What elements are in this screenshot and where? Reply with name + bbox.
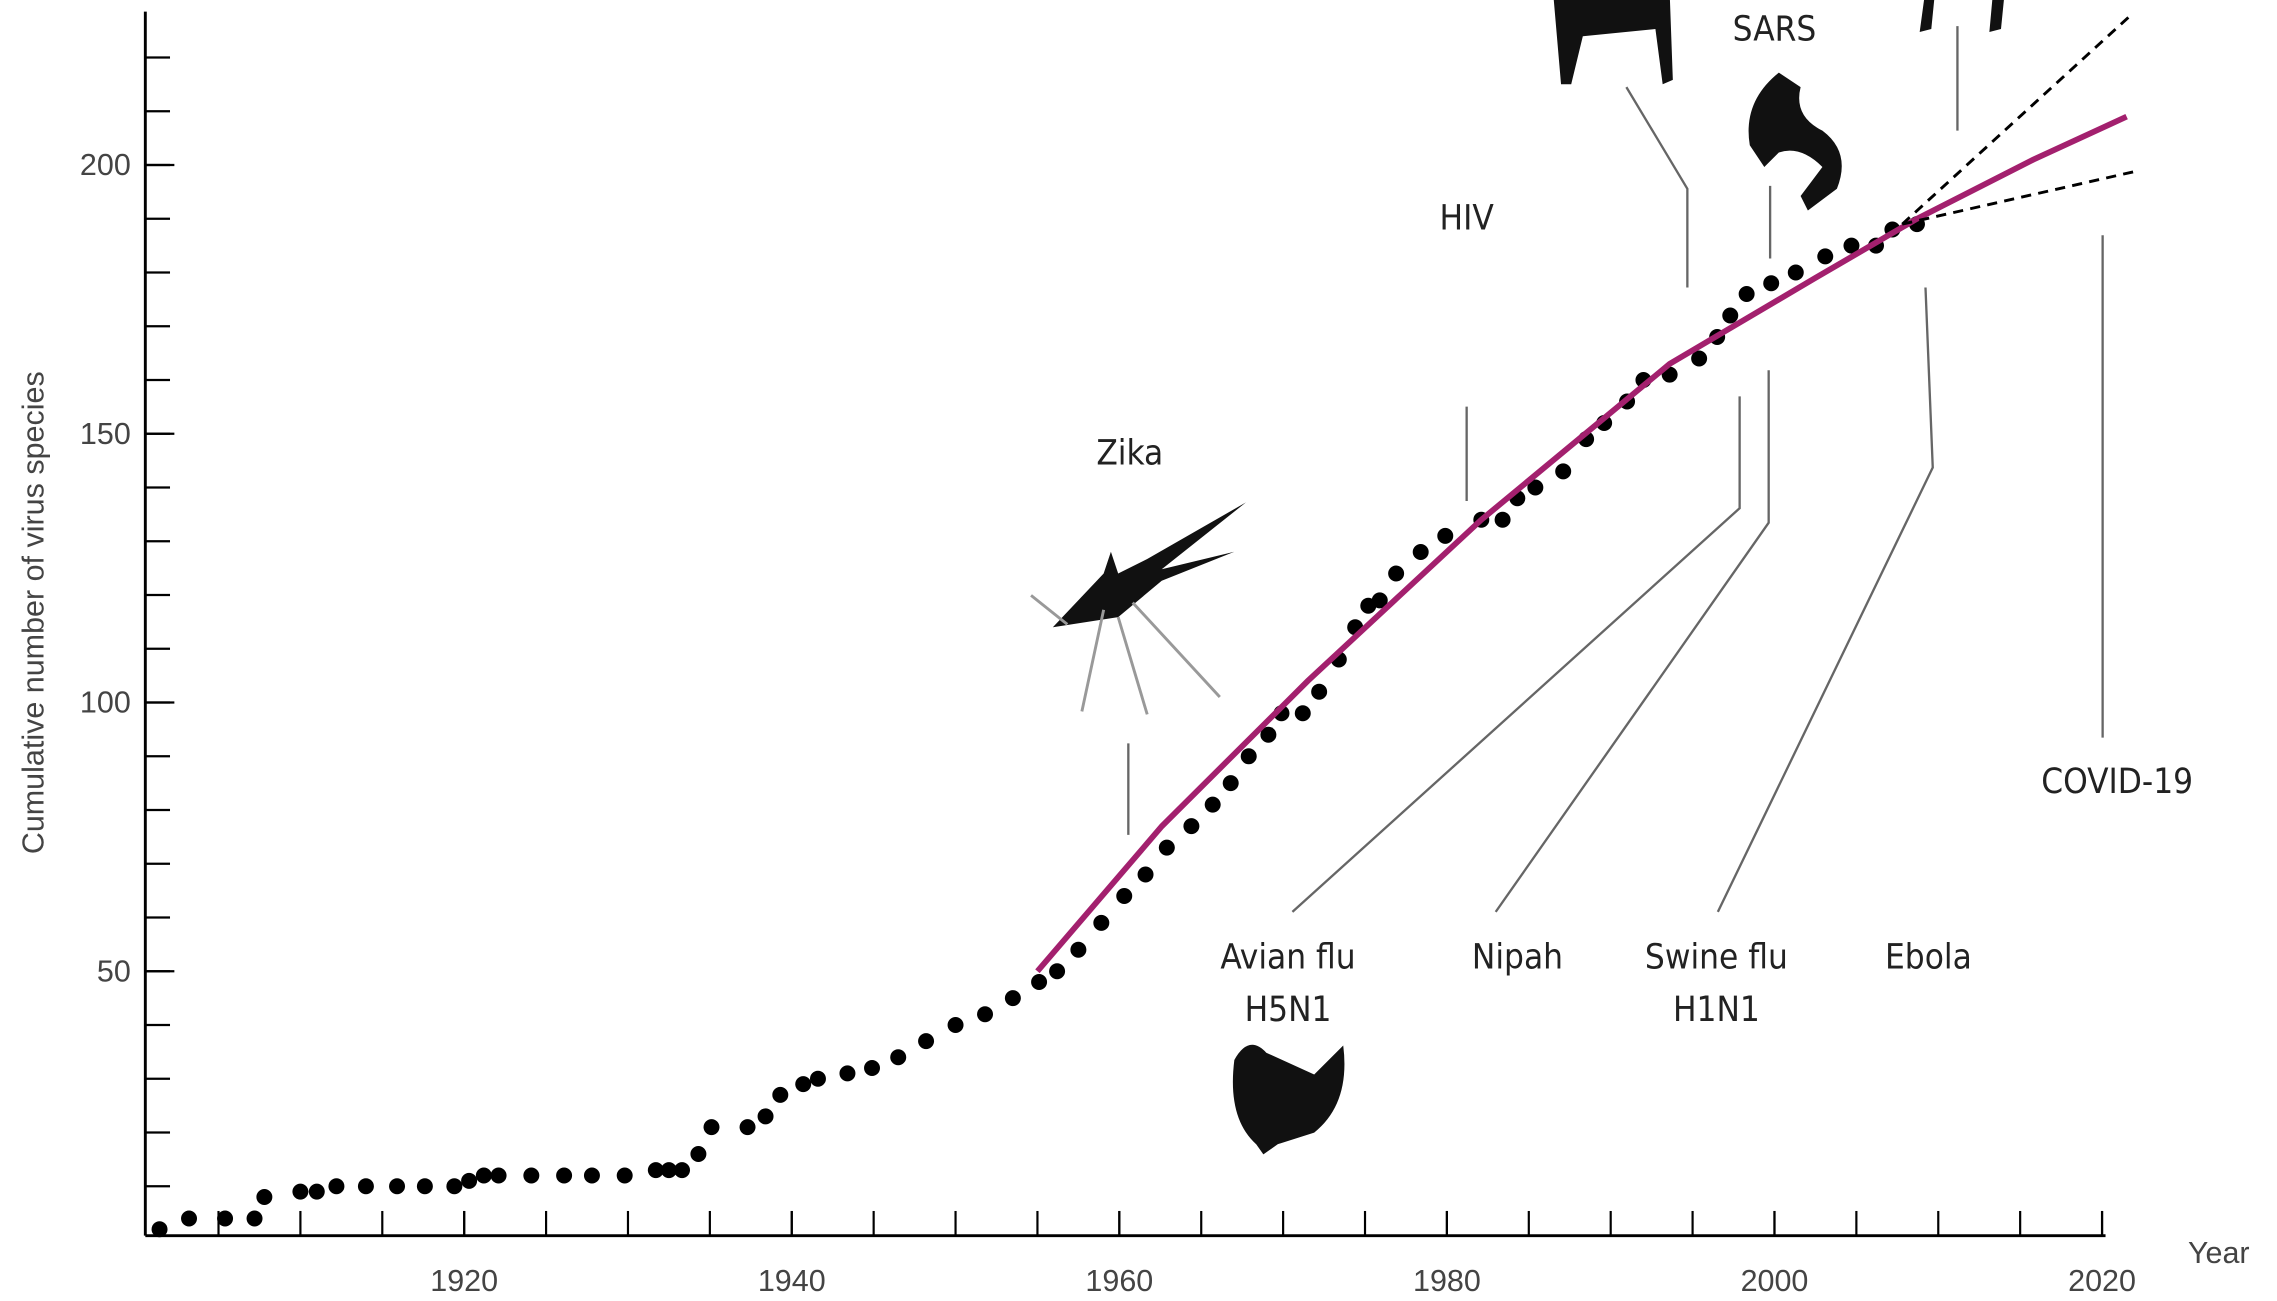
data-point bbox=[1294, 705, 1311, 722]
data-point bbox=[1817, 248, 1834, 265]
data-point bbox=[947, 1017, 964, 1034]
data-point bbox=[772, 1086, 789, 1103]
annotation: Ebola bbox=[1885, 937, 1972, 977]
x-tick-label: 2020 bbox=[2068, 1264, 2136, 1298]
data-point bbox=[809, 1070, 826, 1087]
data-point bbox=[795, 1076, 812, 1093]
data-point bbox=[757, 1108, 774, 1125]
data-point bbox=[703, 1119, 720, 1136]
data-point bbox=[918, 1033, 935, 1050]
data-point bbox=[1004, 990, 1021, 1007]
data-point bbox=[1222, 775, 1239, 792]
y-axis-label: Cumulative number of virus species bbox=[17, 371, 51, 854]
data-point bbox=[1787, 264, 1804, 281]
annotation: Zika bbox=[1096, 434, 1163, 474]
data-point bbox=[647, 1162, 664, 1179]
data-point bbox=[308, 1183, 325, 1200]
projection-line bbox=[1901, 13, 2133, 226]
data-point bbox=[864, 1060, 881, 1077]
data-point bbox=[1049, 963, 1066, 980]
annotation: Avian flu bbox=[1220, 937, 1355, 977]
data-point bbox=[523, 1167, 540, 1184]
y-tick-label: 200 bbox=[80, 148, 131, 182]
data-point bbox=[416, 1178, 433, 1195]
leader-lines bbox=[1127, 26, 2104, 913]
data-point bbox=[446, 1178, 463, 1195]
data-point bbox=[977, 1006, 994, 1023]
data-point bbox=[674, 1162, 691, 1179]
data-point bbox=[461, 1172, 478, 1189]
annotation: SARS bbox=[1733, 10, 1817, 50]
data-point bbox=[1412, 544, 1429, 561]
data-point bbox=[1437, 527, 1454, 544]
data-point bbox=[256, 1189, 273, 1206]
x-tick-label: 2000 bbox=[1741, 1264, 1809, 1298]
data-point bbox=[660, 1162, 677, 1179]
data-point bbox=[1371, 592, 1388, 609]
data-point bbox=[739, 1119, 756, 1136]
data-point bbox=[1183, 818, 1200, 835]
annotation: H1N1 bbox=[1673, 990, 1760, 1030]
data-point bbox=[1527, 479, 1544, 496]
data-point bbox=[1494, 511, 1511, 528]
data-point bbox=[890, 1049, 907, 1066]
data-point bbox=[1722, 307, 1739, 324]
x-tick-label: 1940 bbox=[758, 1264, 826, 1298]
x-tick-label: 1980 bbox=[1413, 1264, 1481, 1298]
data-point bbox=[357, 1178, 374, 1195]
data-point bbox=[328, 1178, 345, 1195]
data-point bbox=[1388, 565, 1405, 582]
data-point bbox=[1070, 941, 1087, 958]
data-point bbox=[1311, 683, 1328, 700]
x-tick-label: 1960 bbox=[1085, 1264, 1153, 1298]
data-point bbox=[292, 1183, 309, 1200]
projection-line bbox=[1901, 168, 2141, 226]
annotation: HIV bbox=[1440, 198, 1495, 238]
y-tick-label: 100 bbox=[80, 686, 131, 720]
annotation: Nipah bbox=[1472, 937, 1563, 977]
data-point bbox=[1555, 463, 1572, 480]
data-point bbox=[839, 1065, 856, 1082]
x-tick-label: 1920 bbox=[430, 1264, 498, 1298]
icons bbox=[1030, 0, 2004, 1155]
data-point bbox=[1116, 888, 1133, 905]
data-point bbox=[246, 1210, 263, 1227]
data-point bbox=[389, 1178, 406, 1195]
data-point bbox=[1137, 866, 1154, 883]
data-point bbox=[583, 1167, 600, 1184]
data-point bbox=[181, 1210, 198, 1227]
y-tick-label: 50 bbox=[97, 954, 131, 988]
y-tick-label: 150 bbox=[80, 417, 131, 451]
data-point bbox=[616, 1167, 633, 1184]
data-point bbox=[475, 1167, 492, 1184]
data-point bbox=[151, 1221, 168, 1238]
annotation: H5N1 bbox=[1245, 990, 1332, 1030]
data-point bbox=[690, 1146, 707, 1163]
x-axis-label: Year bbox=[2188, 1236, 2250, 1270]
fit-line bbox=[1035, 114, 2128, 974]
annotation: COVID-19 bbox=[2041, 762, 2193, 802]
data-point bbox=[1691, 350, 1708, 367]
data-point bbox=[490, 1167, 507, 1184]
data-point bbox=[1031, 974, 1048, 991]
annotation: Swine flu bbox=[1645, 937, 1788, 977]
data-point bbox=[1158, 839, 1175, 856]
data-point bbox=[217, 1210, 234, 1227]
data-point bbox=[1093, 914, 1110, 931]
data-point bbox=[1260, 726, 1277, 743]
data-point bbox=[1738, 286, 1755, 303]
data-point bbox=[1763, 275, 1780, 292]
data-point bbox=[1204, 796, 1221, 813]
data-point bbox=[1240, 748, 1257, 765]
data-point bbox=[556, 1167, 573, 1184]
data-point bbox=[1843, 237, 1860, 254]
